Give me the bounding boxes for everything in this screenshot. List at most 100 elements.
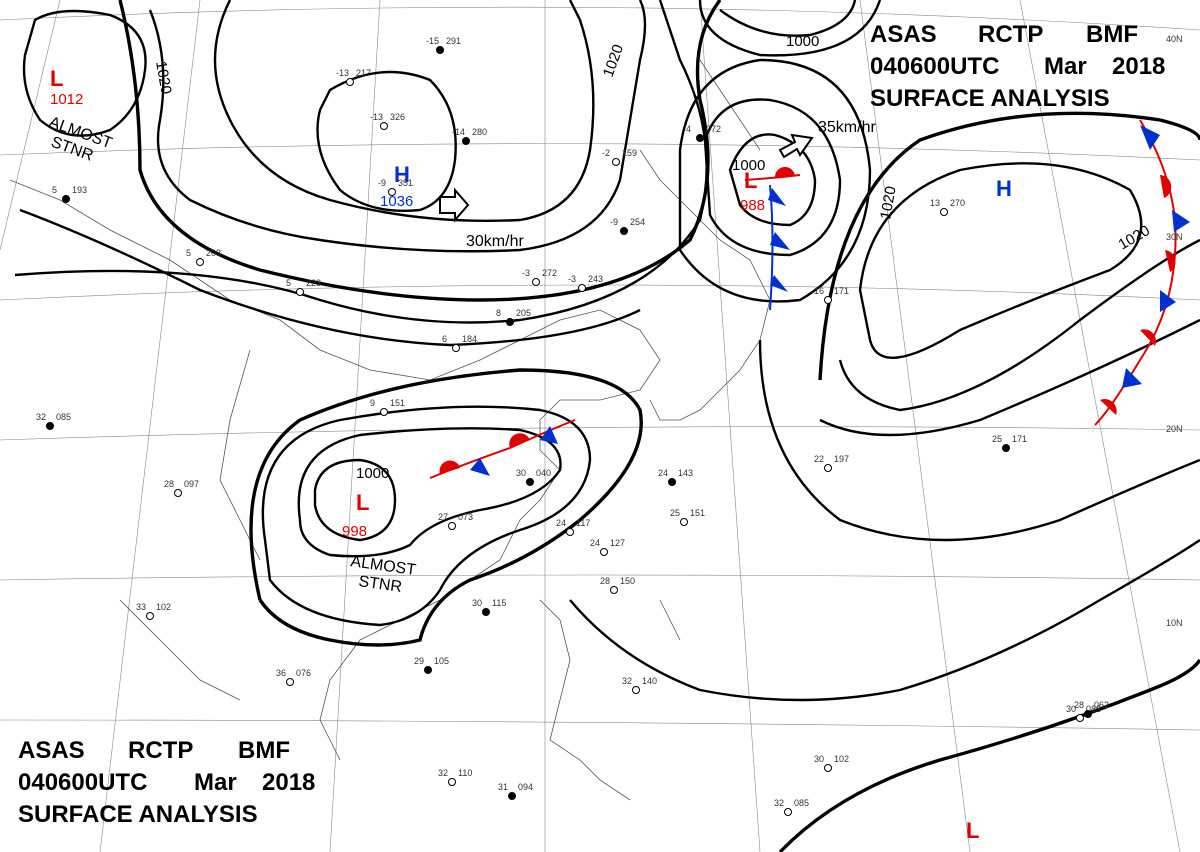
station-pressure: 085	[794, 798, 809, 808]
header-title: SURFACE ANALYSIS	[18, 801, 258, 828]
header-title: SURFACE ANALYSIS	[870, 85, 1110, 112]
station-plot: 102 33	[136, 602, 171, 620]
isobar	[249, 368, 643, 647]
station-temperature: 27	[438, 512, 448, 522]
station-temperature: 32	[36, 412, 46, 422]
header-top-right: ASAS RCTP BMF 040600UTC Mar 2018 SURFACE…	[870, 21, 1165, 112]
isobar	[213, 0, 595, 223]
station-pressure: 143	[678, 468, 693, 478]
station-temperature: 25	[992, 434, 1002, 444]
station-temperature: 24	[658, 468, 668, 478]
station-temperature: 30	[814, 754, 824, 764]
station-pressure: 351	[398, 178, 413, 188]
station-symbol	[380, 408, 388, 416]
station-plot: 351 -9	[378, 178, 413, 196]
station-symbol	[784, 808, 792, 816]
station-pressure: 110	[458, 768, 472, 778]
isobar	[719, 0, 857, 37]
station-symbol	[462, 137, 470, 145]
station-symbol	[448, 778, 456, 786]
isobar-label: 1000	[732, 157, 765, 174]
station-symbol	[1002, 444, 1010, 452]
warm-front-marker	[1100, 399, 1117, 415]
station-pressure: 073	[458, 512, 473, 522]
station-symbol	[436, 46, 444, 54]
station-pressure: 193	[72, 185, 87, 195]
station-pressure: 171	[1012, 434, 1027, 444]
isobar	[698, 0, 882, 57]
station-plots: 291-15217-13326-13280-14159-2351-9254-92…	[36, 36, 1109, 816]
station-symbol	[46, 422, 54, 430]
warm-front-marker	[774, 166, 795, 178]
station-plot: 326 -13	[370, 112, 405, 130]
station-plot: 151 25	[670, 508, 705, 526]
high-center-value: 1036	[380, 193, 413, 210]
isobar	[261, 405, 592, 627]
station-temperature: 25	[670, 508, 680, 518]
isobar	[569, 539, 1200, 702]
cold-front-marker	[1172, 210, 1190, 232]
station-temperature: -13	[370, 112, 383, 122]
low-center-label: L	[356, 490, 369, 515]
header-station-code: RCTP	[978, 21, 1043, 48]
station-temperature: 24	[556, 518, 566, 528]
station-temperature: 28	[1074, 700, 1084, 710]
header-year: 2018	[262, 769, 315, 796]
station-pressure: 140	[642, 676, 657, 686]
isobar-label: 1020	[600, 42, 627, 79]
station-pressure: 040	[536, 468, 551, 478]
station-symbol	[452, 344, 460, 352]
station-temperature: 4	[686, 124, 691, 134]
station-temperature: 5	[52, 185, 57, 195]
isobars	[14, 0, 1200, 852]
station-plot: 143 24	[658, 468, 693, 486]
station-temperature: 28	[600, 576, 610, 586]
station-temperature: 30	[472, 598, 482, 608]
isobar-label: 1000	[786, 33, 819, 50]
motion-speed-label: 30km/hr	[466, 233, 524, 250]
station-pressure: 085	[56, 412, 71, 422]
isobar	[316, 70, 457, 212]
station-symbol	[532, 278, 540, 286]
station-temperature: 24	[590, 538, 600, 548]
cold-front-marker	[540, 426, 558, 444]
station-plot: 150 28	[600, 576, 635, 594]
cold-front-marker	[470, 458, 490, 476]
station-temperature: -2	[602, 148, 610, 158]
isobar-label: 1020	[152, 60, 175, 96]
station-symbol	[824, 296, 832, 304]
station-pressure: 223	[306, 278, 321, 288]
station-temperature: 30	[516, 468, 526, 478]
station-temperature: 6	[442, 334, 447, 344]
station-symbol	[388, 188, 396, 196]
station-temperature: -13	[336, 68, 349, 78]
low-center-value: 1012	[50, 91, 83, 108]
warm-front-marker	[1165, 250, 1176, 272]
station-plot: 076 36	[276, 668, 311, 686]
cold-front-marker	[1140, 125, 1160, 150]
station-pressure: 243	[588, 274, 603, 284]
station-pressure: 171	[834, 286, 849, 296]
station-symbol	[424, 666, 432, 674]
station-temperature: -3	[522, 268, 530, 278]
station-plot: 097 28	[164, 479, 199, 497]
stationary-note: STNR	[357, 573, 403, 596]
station-plot: 072 4	[686, 124, 721, 142]
isobar	[758, 339, 1200, 542]
cold-front-japan	[769, 184, 774, 311]
isobar	[297, 427, 562, 558]
station-pressure: 102	[834, 754, 849, 764]
station-plot: 197 22	[814, 454, 849, 472]
station-plot: 115 30	[472, 598, 506, 616]
station-pressure: 184	[462, 334, 477, 344]
station-plot: 223 5	[286, 278, 321, 296]
station-symbol	[506, 318, 514, 326]
stationary-front-pacific	[1094, 119, 1177, 426]
station-pressure: 094	[518, 782, 533, 792]
warm-front-japan	[744, 174, 801, 181]
station-plot: 291 -15	[426, 36, 461, 54]
station-symbol	[526, 478, 534, 486]
header-product-code: ASAS	[18, 737, 85, 764]
